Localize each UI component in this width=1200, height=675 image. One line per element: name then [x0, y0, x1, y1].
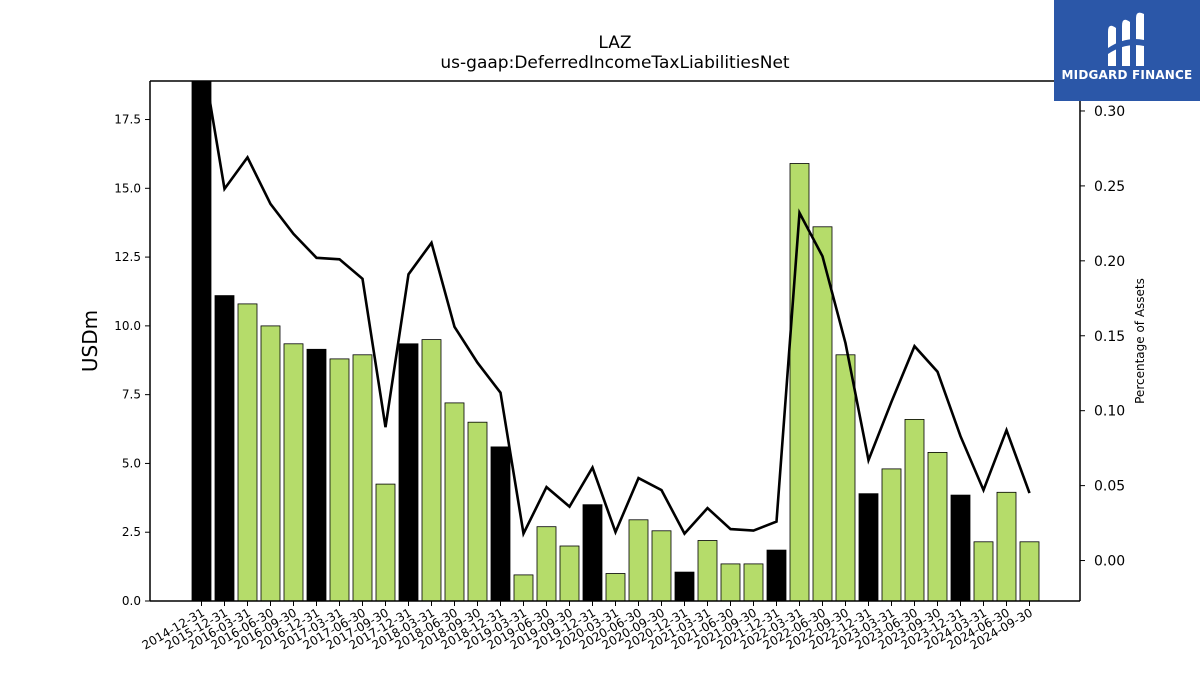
- bar-2016-12-31: [306, 348, 327, 601]
- y-tick-label: 0.0: [122, 594, 141, 608]
- y-tick-label: 17.5: [114, 113, 141, 127]
- bar-2022-12-31: [858, 493, 879, 601]
- bar-2017-09-30: [375, 483, 396, 601]
- bar-2019-12-31: [582, 504, 603, 601]
- y2-axis-label: Percentage of Assets: [1133, 278, 1147, 404]
- y-tick-label: 5.0: [122, 456, 141, 470]
- bar-2018-09-30: [467, 421, 488, 601]
- y2-tick-label: 0.30: [1094, 104, 1125, 120]
- bar-2020-09-30: [651, 530, 672, 601]
- bar-2021-09-30: [743, 563, 764, 601]
- bar-2022-09-30: [835, 354, 856, 601]
- percentage-line: [205, 81, 1031, 538]
- bar-2016-09-30: [283, 343, 304, 601]
- y2-tick-label: 0.00: [1094, 554, 1125, 570]
- bar-2024-09-30: [1019, 541, 1040, 601]
- bar-2021-06-30: [720, 563, 741, 601]
- bar-2018-12-31: [490, 446, 511, 601]
- bar-2020-12-31: [674, 571, 695, 601]
- bar-2024-06-30: [996, 491, 1017, 601]
- bar-2016-06-30: [260, 325, 281, 601]
- bar-2017-06-30: [352, 354, 373, 601]
- bar-2018-06-30: [444, 402, 465, 601]
- bar-2015-12-31: [214, 295, 235, 601]
- y2-ticks: 0.00 0.05 0.10 0.15 0.20 0.25 0.30: [1080, 104, 1125, 570]
- bar-2016-03-31: [237, 303, 258, 601]
- midgard-logo-icon: [1108, 12, 1144, 67]
- y-tick-label: 10.0: [114, 319, 141, 333]
- bar-2019-09-30: [559, 545, 580, 601]
- y-ticks: 0.0 2.5 5.0 7.5 10.0 12.5 15.0 17.5: [114, 113, 150, 608]
- y-tick-label: 7.5: [122, 388, 141, 402]
- y2-tick-label: 0.25: [1094, 179, 1125, 195]
- bar-2024-03-31: [973, 541, 994, 601]
- bar-2017-03-31: [329, 358, 350, 601]
- bar-2019-06-30: [536, 526, 557, 601]
- bar-2022-06-30: [812, 226, 833, 601]
- bar-2023-03-31: [881, 468, 902, 601]
- brand-logo: MIDGARD FINANCE: [1054, 0, 1200, 101]
- bar-2023-06-30: [904, 418, 925, 601]
- bar-2020-06-30: [628, 519, 649, 601]
- bar-2021-12-31: [766, 549, 787, 601]
- bar-series: [191, 81, 1040, 601]
- chart-title: LAZ: [598, 33, 631, 53]
- y-tick-label: 15.0: [114, 181, 141, 195]
- y2-tick-label: 0.10: [1094, 404, 1125, 420]
- y2-tick-label: 0.15: [1094, 329, 1125, 345]
- chart-subtitle: us-gaap:DeferredIncomeTaxLiabilitiesNet: [440, 53, 790, 73]
- bar-2018-03-31: [421, 339, 442, 601]
- bar-2023-12-31: [950, 494, 971, 601]
- x-ticks: 2014-12-312015-12-312016-03-312016-06-30…: [140, 601, 1035, 652]
- y-axis-label: USDm: [78, 310, 102, 372]
- bar-2019-03-31: [513, 574, 534, 601]
- bar-2017-12-31: [398, 343, 419, 601]
- y2-tick-label: 0.05: [1094, 479, 1125, 495]
- bar-2014-12-31: [191, 81, 212, 601]
- line-series: [205, 81, 1031, 538]
- y-tick-label: 12.5: [114, 250, 141, 264]
- brand-name: MIDGARD FINANCE: [1061, 68, 1193, 82]
- y2-tick-label: 0.20: [1094, 254, 1125, 270]
- y-tick-label: 2.5: [122, 525, 141, 539]
- bar-2020-03-31: [605, 573, 626, 601]
- bar-2021-03-31: [697, 540, 718, 601]
- bar-2023-09-30: [927, 451, 948, 601]
